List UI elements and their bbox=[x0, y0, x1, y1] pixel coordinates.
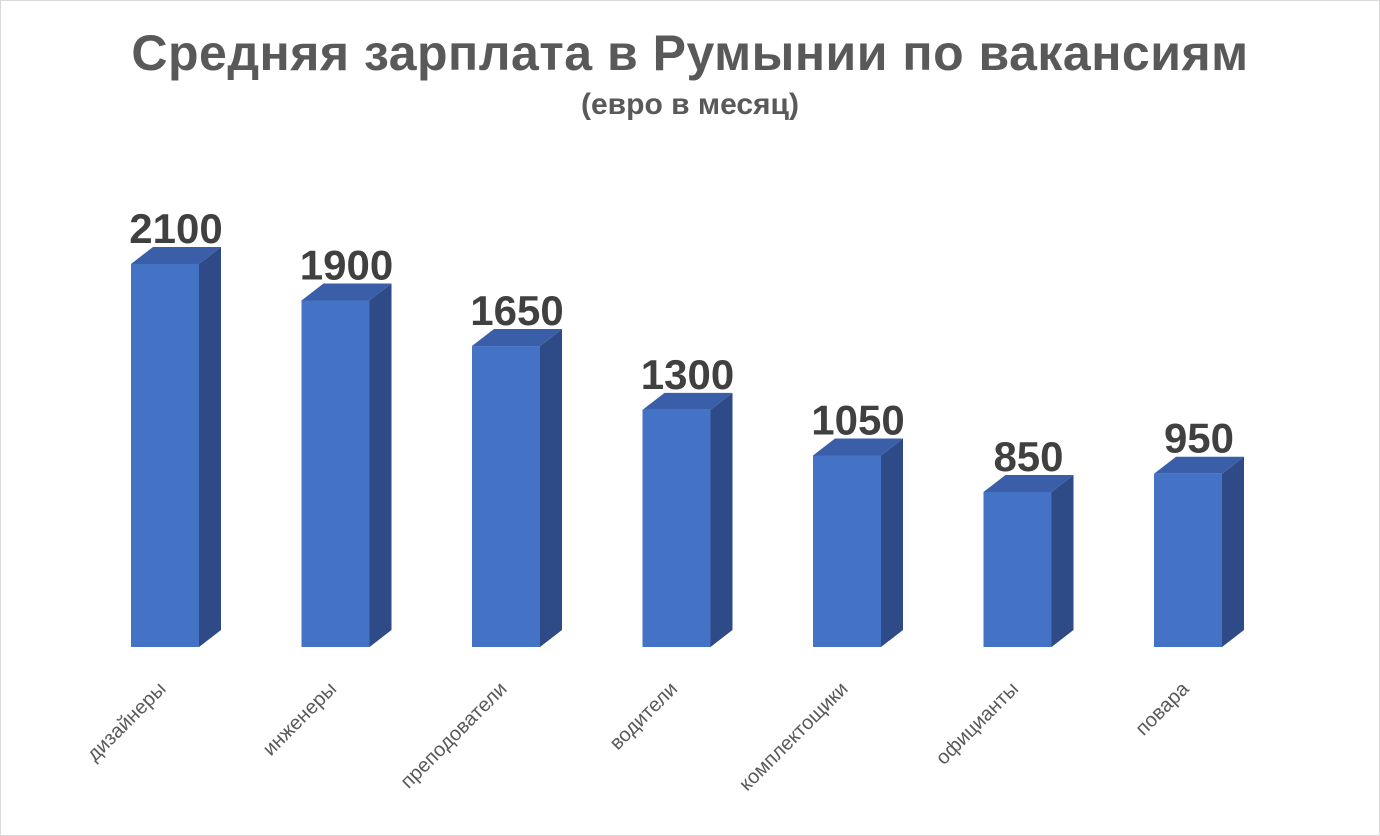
bar-front bbox=[983, 491, 1052, 647]
bar-top bbox=[983, 474, 1074, 492]
bar-front bbox=[301, 300, 370, 647]
bar-front bbox=[813, 455, 881, 647]
bar-7 bbox=[1154, 456, 1244, 647]
bar-5 bbox=[813, 438, 903, 647]
bar-1 bbox=[131, 246, 221, 647]
x-tick-label: преподователи bbox=[396, 678, 511, 793]
bar-3 bbox=[472, 329, 562, 647]
bar-6 bbox=[983, 474, 1074, 647]
bar-top bbox=[642, 392, 733, 410]
bar-side bbox=[540, 329, 562, 647]
data-label: 1900 bbox=[300, 241, 393, 288]
bar-top bbox=[472, 329, 562, 347]
bar-top bbox=[1154, 456, 1244, 474]
bar-top bbox=[301, 283, 392, 301]
x-tick-label: инженеры bbox=[259, 678, 341, 760]
bar-front bbox=[131, 263, 199, 647]
data-label: 1650 bbox=[470, 287, 563, 334]
x-tick-label: водители bbox=[606, 678, 682, 754]
data-label: 1300 bbox=[641, 351, 734, 398]
bar-side bbox=[1222, 456, 1244, 647]
bar-side bbox=[710, 392, 733, 647]
x-tick-label: дизайнеры bbox=[83, 678, 171, 766]
data-label: 850 bbox=[993, 433, 1063, 480]
x-tick-label: официанты bbox=[932, 678, 1023, 769]
bar-front bbox=[1154, 473, 1222, 647]
bar-side bbox=[199, 246, 221, 647]
data-label: 1050 bbox=[811, 396, 904, 443]
bar-4 bbox=[642, 392, 733, 647]
bar-2 bbox=[301, 283, 392, 647]
bar-side bbox=[369, 283, 392, 647]
bar-side bbox=[1051, 474, 1074, 647]
bar-top bbox=[131, 246, 221, 264]
x-tick-label: повара bbox=[1131, 677, 1194, 740]
bar-top bbox=[813, 438, 903, 456]
x-tick-label: комплектощики bbox=[735, 678, 852, 795]
chart-title: Средняя зарплата в Румынии по вакансиям bbox=[131, 25, 1249, 81]
bar-side bbox=[881, 438, 903, 647]
chart-subtitle: (евро в месяц) bbox=[581, 88, 799, 121]
bar-front bbox=[642, 409, 711, 647]
bar-front bbox=[472, 346, 540, 647]
data-label: 950 bbox=[1164, 415, 1234, 462]
data-label: 2100 bbox=[129, 205, 222, 252]
